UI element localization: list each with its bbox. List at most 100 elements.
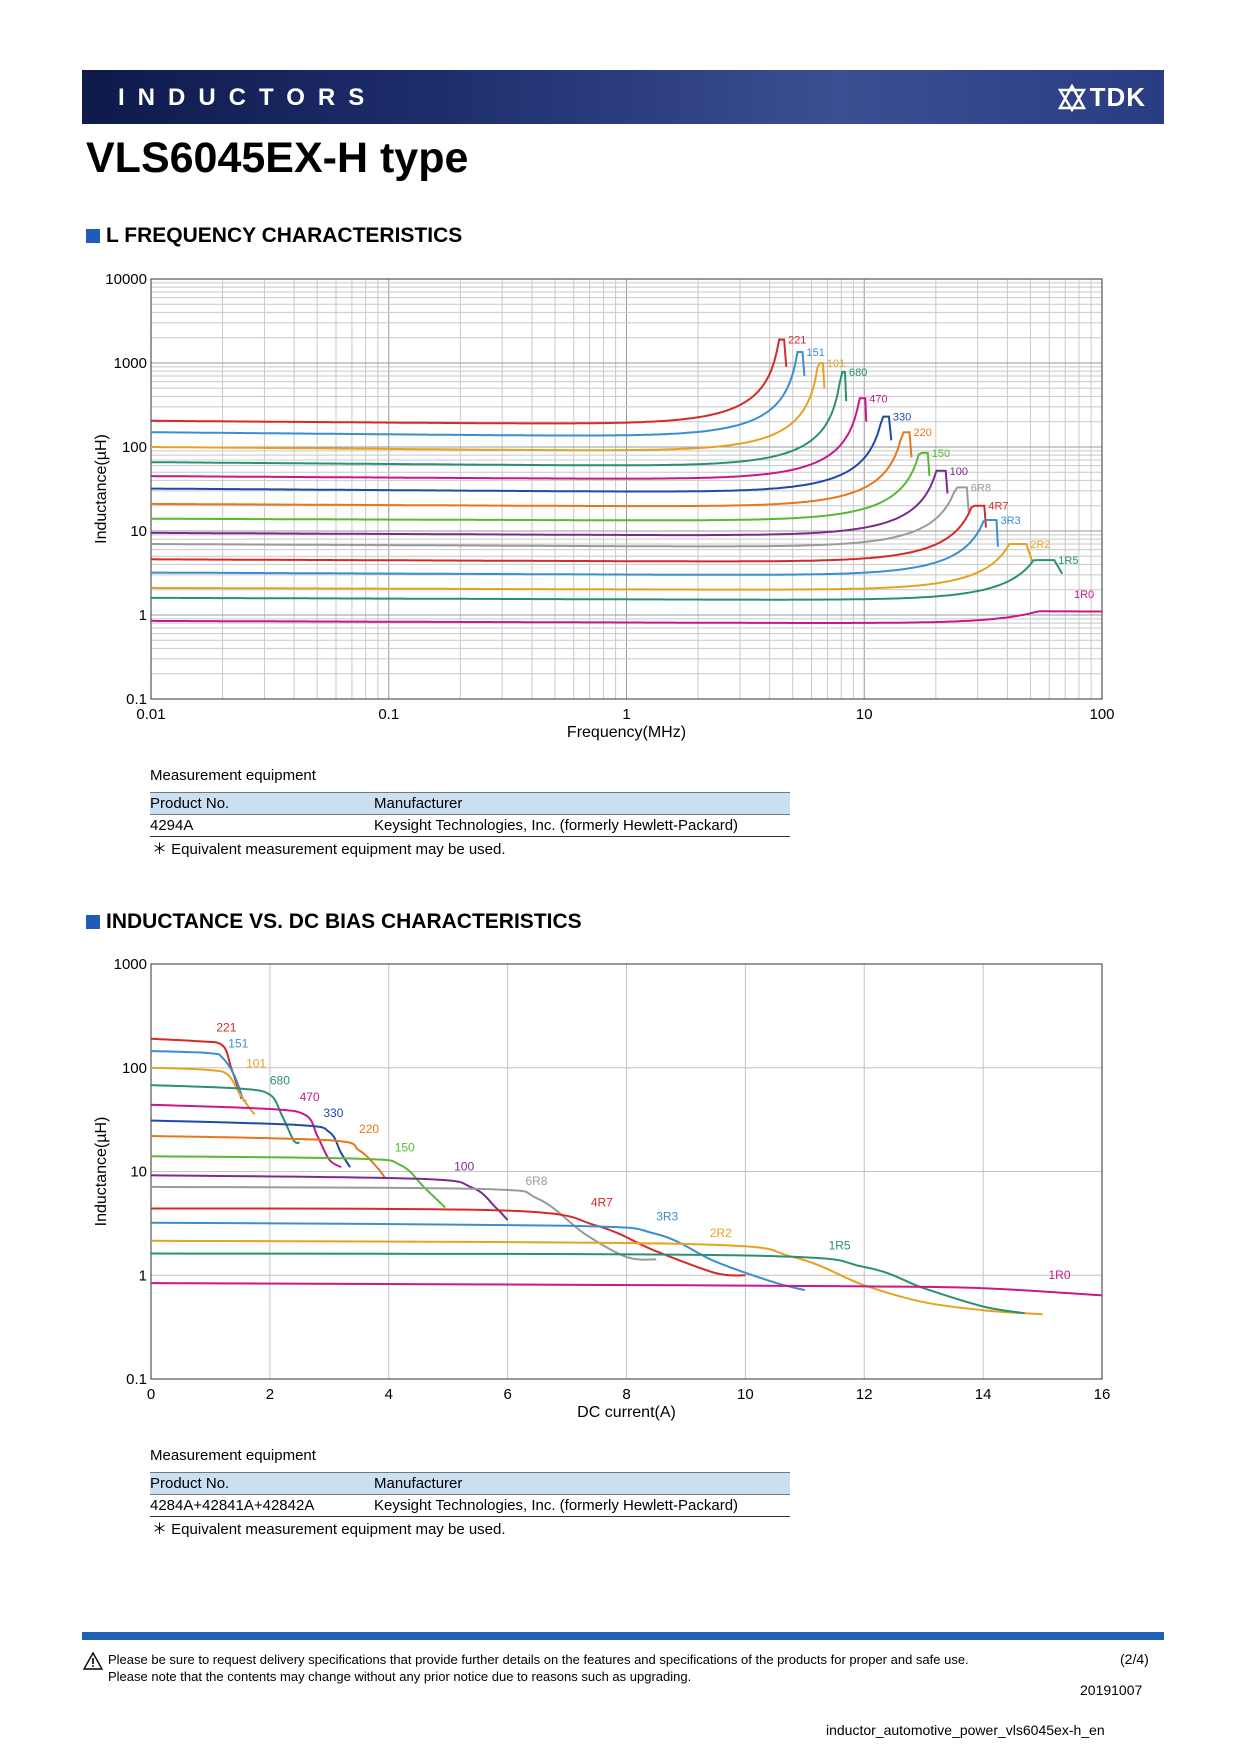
section-title-l-frequency: L FREQUENCY CHARACTERISTICS xyxy=(86,224,462,248)
header-bar: INDUCTORS TDK xyxy=(82,70,1164,124)
series-line-470 xyxy=(150,1103,342,1169)
table-row: 4294A Keysight Technologies, Inc. (forme… xyxy=(150,814,790,837)
table-row: 4284A+42841A+42842A Keysight Technologie… xyxy=(150,1494,790,1517)
x-tick-label: 14 xyxy=(975,1386,992,1403)
dc-bias-chart: 0 2 4 6 8 10 12 14 16 0.1 1 10 100 1000 DC current(A) I… xyxy=(93,956,1110,1421)
measurement-equipment-table: Product No. Manufacturer 4284A+42841A+42… xyxy=(150,1472,790,1517)
series-line-680 xyxy=(151,370,848,467)
y-tick-label: 0.1 xyxy=(126,691,147,708)
x-tick-label: 2 xyxy=(266,1386,274,1403)
cell-manufacturer: Keysight Technologies, Inc. (formerly He… xyxy=(374,1494,790,1517)
x-tick-label: 6 xyxy=(503,1386,511,1403)
series-line-151 xyxy=(151,351,806,437)
series-line-6R8 xyxy=(150,1185,657,1261)
series-label-2R2: 2R2 xyxy=(1030,539,1050,551)
series-line-330 xyxy=(150,1119,351,1168)
table-header-row: Product No. Manufacturer xyxy=(150,792,790,815)
measurement-equipment-table: Product No. Manufacturer 4294A Keysight … xyxy=(150,792,790,837)
series-label-101: 101 xyxy=(246,1056,266,1070)
series-label-1R5: 1R5 xyxy=(829,1239,851,1253)
tdk-logo-text: TDK xyxy=(1089,82,1146,112)
series-line-100 xyxy=(150,1174,509,1221)
series-label-151: 151 xyxy=(807,347,825,359)
y-tick-label: 1000 xyxy=(114,956,147,973)
footer-line xyxy=(82,1632,1164,1640)
series-line-220 xyxy=(151,431,913,508)
x-tick-label: 100 xyxy=(1089,706,1114,723)
x-tick-label: 0.01 xyxy=(136,706,165,723)
y-tick-label: 10 xyxy=(130,1164,147,1181)
series-line-3R3 xyxy=(151,519,999,576)
y-tick-label: 1 xyxy=(139,607,147,624)
series-label-1R0: 1R0 xyxy=(1049,1268,1071,1282)
page-number: (2/4) xyxy=(1120,1651,1149,1667)
series-label-330: 330 xyxy=(323,1106,343,1120)
series-line-101 xyxy=(151,362,826,452)
y-tick-label: 100 xyxy=(122,439,147,456)
series-line-150 xyxy=(151,451,931,522)
footer-disclaimer: Please be sure to request delivery speci… xyxy=(108,1651,969,1685)
series-label-220: 220 xyxy=(359,1122,379,1136)
series-label-150: 150 xyxy=(932,448,950,460)
series-label-4R7: 4R7 xyxy=(591,1196,613,1210)
series-label-3R3: 3R3 xyxy=(1001,515,1021,527)
footer-line-2: Please note that the contents may change… xyxy=(108,1669,692,1684)
y-tick-label: 10 xyxy=(130,523,147,540)
series-line-330 xyxy=(151,415,893,493)
series-line-4R7 xyxy=(150,1207,746,1277)
series-label-3R3: 3R3 xyxy=(656,1210,678,1224)
series-label-221: 221 xyxy=(788,335,806,347)
series-line-470 xyxy=(151,397,868,480)
section-title-text: L FREQUENCY CHARACTERISTICS xyxy=(106,224,463,247)
series-label-221: 221 xyxy=(216,1021,236,1035)
series-line-100 xyxy=(151,469,949,537)
series-label-6R8: 6R8 xyxy=(971,482,991,494)
series-line-2R2 xyxy=(151,543,1034,591)
series-label-680: 680 xyxy=(849,367,867,379)
x-tick-label: 10 xyxy=(737,1386,754,1403)
l-frequency-chart: 0.01 0.1 1 10 1000.1110100100010000Frequency… xyxy=(93,271,1115,741)
cell-product-no: 4294A xyxy=(150,814,374,837)
series-line-221 xyxy=(151,338,788,425)
y-axis-label: Inductance(µH) xyxy=(93,1117,110,1227)
series-label-4R7: 4R7 xyxy=(988,501,1008,513)
equipment-note: ＊ Equivalent measurement equipment may b… xyxy=(152,841,506,858)
series-line-151 xyxy=(150,1050,247,1103)
series-line-101 xyxy=(150,1066,256,1115)
tdk-emblem-icon xyxy=(1057,83,1086,112)
series-label-1R5: 1R5 xyxy=(1058,555,1078,567)
series-label-101: 101 xyxy=(827,358,845,370)
x-axis-label: Frequency(MHz) xyxy=(567,724,686,741)
tdk-logo: TDK xyxy=(1057,82,1146,113)
header-product-no: Product No. xyxy=(150,792,374,815)
page-title: VLS6045EX-H type xyxy=(86,134,469,182)
warning-icon xyxy=(83,1652,103,1670)
x-tick-label: 1 xyxy=(622,706,630,723)
document-filename: inductor_automotive_power_vls6045ex-h_en xyxy=(826,1722,1105,1738)
series-line-1R0 xyxy=(151,610,1102,624)
measurement-equipment-label: Measurement equipment xyxy=(150,1447,316,1464)
series-label-150: 150 xyxy=(395,1140,415,1154)
document-date: 20191007 xyxy=(1080,1682,1143,1698)
cell-manufacturer: Keysight Technologies, Inc. (formerly He… xyxy=(374,814,790,837)
x-tick-label: 0.1 xyxy=(378,706,399,723)
equipment-note: ＊ Equivalent measurement equipment may b… xyxy=(152,1521,506,1538)
series-label-2R2: 2R2 xyxy=(710,1226,732,1240)
series-line-2R2 xyxy=(150,1239,1043,1316)
x-tick-label: 0 xyxy=(147,1386,155,1403)
series-label-330: 330 xyxy=(893,412,911,424)
category-title: INDUCTORS xyxy=(118,84,378,111)
y-tick-label: 0.1 xyxy=(126,1371,147,1388)
series-line-3R3 xyxy=(150,1221,806,1292)
x-tick-label: 12 xyxy=(856,1386,873,1403)
series-label-100: 100 xyxy=(950,466,968,478)
y-tick-label: 1000 xyxy=(114,355,147,372)
series-label-470: 470 xyxy=(869,393,887,405)
footer-line-1: Please be sure to request delivery speci… xyxy=(108,1652,969,1667)
series-line-1R0 xyxy=(150,1282,1103,1297)
header-product-no: Product No. xyxy=(150,1472,374,1495)
x-tick-label: 4 xyxy=(385,1386,393,1403)
series-line-1R5 xyxy=(150,1252,1025,1315)
series-line-6R8 xyxy=(151,486,970,548)
section-title-text: INDUCTANCE VS. DC BIAS CHARACTERISTICS xyxy=(106,910,582,933)
